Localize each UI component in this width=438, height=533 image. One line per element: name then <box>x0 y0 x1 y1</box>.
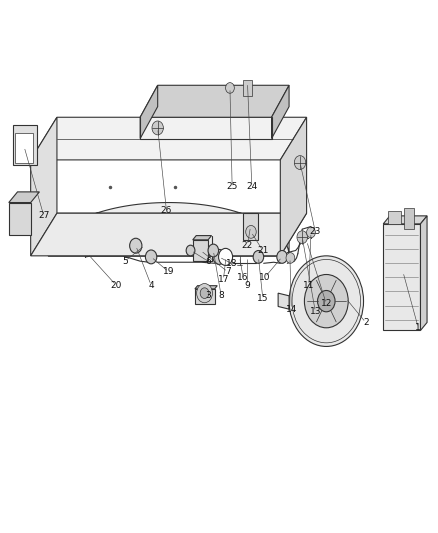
Text: 19: 19 <box>163 268 174 276</box>
Text: 21: 21 <box>257 246 268 255</box>
Text: 5: 5 <box>122 257 128 265</box>
Polygon shape <box>140 85 158 139</box>
Polygon shape <box>280 117 307 256</box>
Polygon shape <box>195 289 215 304</box>
Circle shape <box>286 253 295 263</box>
Circle shape <box>318 290 335 312</box>
Bar <box>13 125 37 165</box>
Circle shape <box>208 244 219 257</box>
Text: 10: 10 <box>259 273 271 281</box>
Text: 20: 20 <box>110 281 122 289</box>
Text: 24: 24 <box>246 182 258 191</box>
Circle shape <box>304 274 348 328</box>
Circle shape <box>145 250 157 264</box>
Circle shape <box>213 249 225 264</box>
Text: 7: 7 <box>225 268 231 276</box>
Polygon shape <box>243 213 258 240</box>
Circle shape <box>246 225 256 238</box>
Circle shape <box>226 83 234 93</box>
Circle shape <box>253 251 264 263</box>
Circle shape <box>219 248 233 265</box>
Polygon shape <box>9 203 31 235</box>
Text: 9: 9 <box>244 281 251 289</box>
Circle shape <box>130 238 142 253</box>
Text: 17: 17 <box>218 276 229 284</box>
Text: 16: 16 <box>237 273 249 281</box>
Text: 25: 25 <box>226 182 238 191</box>
Polygon shape <box>48 203 289 256</box>
Text: 14: 14 <box>286 305 297 313</box>
Bar <box>388 211 401 224</box>
Text: 15: 15 <box>257 294 268 303</box>
Circle shape <box>277 251 287 263</box>
Circle shape <box>186 245 195 256</box>
Text: 23: 23 <box>310 228 321 236</box>
Text: 6: 6 <box>205 257 211 265</box>
Circle shape <box>294 156 306 169</box>
Polygon shape <box>193 236 212 240</box>
Polygon shape <box>195 286 217 289</box>
Text: 18: 18 <box>226 260 238 268</box>
Circle shape <box>297 231 307 244</box>
Text: 13: 13 <box>310 308 321 316</box>
Polygon shape <box>31 213 307 256</box>
Polygon shape <box>31 117 307 160</box>
Text: 4: 4 <box>148 281 154 289</box>
Text: 8: 8 <box>218 292 224 300</box>
Circle shape <box>289 256 364 346</box>
Bar <box>383 224 420 330</box>
Circle shape <box>152 121 163 135</box>
Circle shape <box>197 284 212 303</box>
Polygon shape <box>140 85 289 117</box>
Text: 3: 3 <box>205 292 211 300</box>
Text: 26: 26 <box>161 206 172 215</box>
Polygon shape <box>193 240 208 261</box>
Text: 1: 1 <box>415 324 421 332</box>
Polygon shape <box>278 293 289 309</box>
Text: 2: 2 <box>363 318 368 327</box>
Polygon shape <box>383 216 427 224</box>
Polygon shape <box>420 216 427 330</box>
Circle shape <box>307 227 315 238</box>
Polygon shape <box>9 192 39 203</box>
Polygon shape <box>243 80 252 96</box>
Text: 22: 22 <box>242 241 253 249</box>
Polygon shape <box>31 117 57 256</box>
Text: 11: 11 <box>303 281 314 289</box>
Polygon shape <box>272 85 289 139</box>
Bar <box>404 208 414 229</box>
Text: 27: 27 <box>38 212 49 220</box>
Text: 12: 12 <box>321 300 332 308</box>
Bar <box>15 133 33 163</box>
Circle shape <box>200 288 209 298</box>
